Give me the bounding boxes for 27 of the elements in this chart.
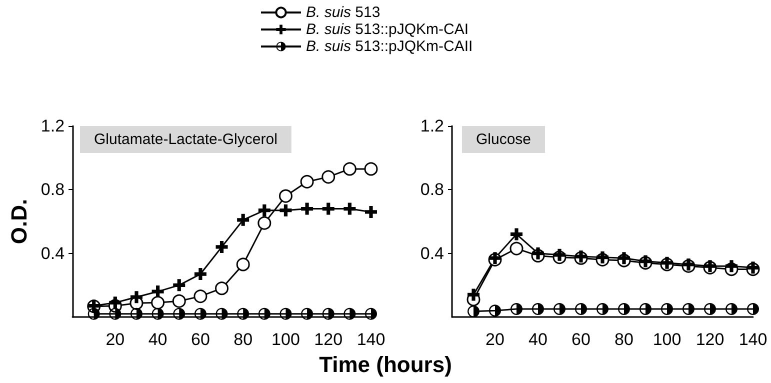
legend-label: B. suis 513::pJQKm-CAI bbox=[306, 21, 469, 38]
x-tick-label: 100 bbox=[272, 330, 300, 349]
x-tick-label: 60 bbox=[190, 330, 210, 349]
y-axis-title: O.D. bbox=[6, 198, 32, 244]
x-tick-label: 20 bbox=[486, 330, 504, 349]
x-tick-label: 40 bbox=[528, 330, 548, 349]
x-tick-label: 40 bbox=[148, 330, 168, 349]
x-tick-label: 120 bbox=[696, 330, 724, 349]
y-tick-label: 0.4 bbox=[420, 244, 444, 263]
y-tick-label: 0.8 bbox=[420, 180, 444, 200]
y-tick-label: 0.8 bbox=[40, 180, 65, 200]
x-tick-label: 80 bbox=[234, 330, 253, 349]
x-axis-title: Time (hours) bbox=[318, 352, 453, 378]
x-tick-label: 100 bbox=[652, 330, 682, 349]
x-tick-label: 80 bbox=[614, 330, 634, 349]
x-tick-label: 140 bbox=[738, 330, 768, 349]
y-tick-label: 1.2 bbox=[420, 116, 444, 136]
y-tick-label: 0.4 bbox=[40, 244, 65, 263]
x-tick-label: 20 bbox=[106, 330, 125, 349]
y-tick-label: 1.2 bbox=[40, 116, 65, 136]
x-tick-label: 120 bbox=[314, 330, 343, 349]
legend-label: B. suis 513 bbox=[306, 4, 380, 21]
legend-label: B. suis 513::pJQKm-CAII bbox=[306, 38, 473, 55]
chart-title: Glutamate-Lactate-Glycerol bbox=[94, 131, 278, 148]
chart-title: Glucose bbox=[476, 131, 532, 148]
x-tick-label: 140 bbox=[356, 330, 386, 349]
x-tick-label: 60 bbox=[572, 330, 590, 349]
